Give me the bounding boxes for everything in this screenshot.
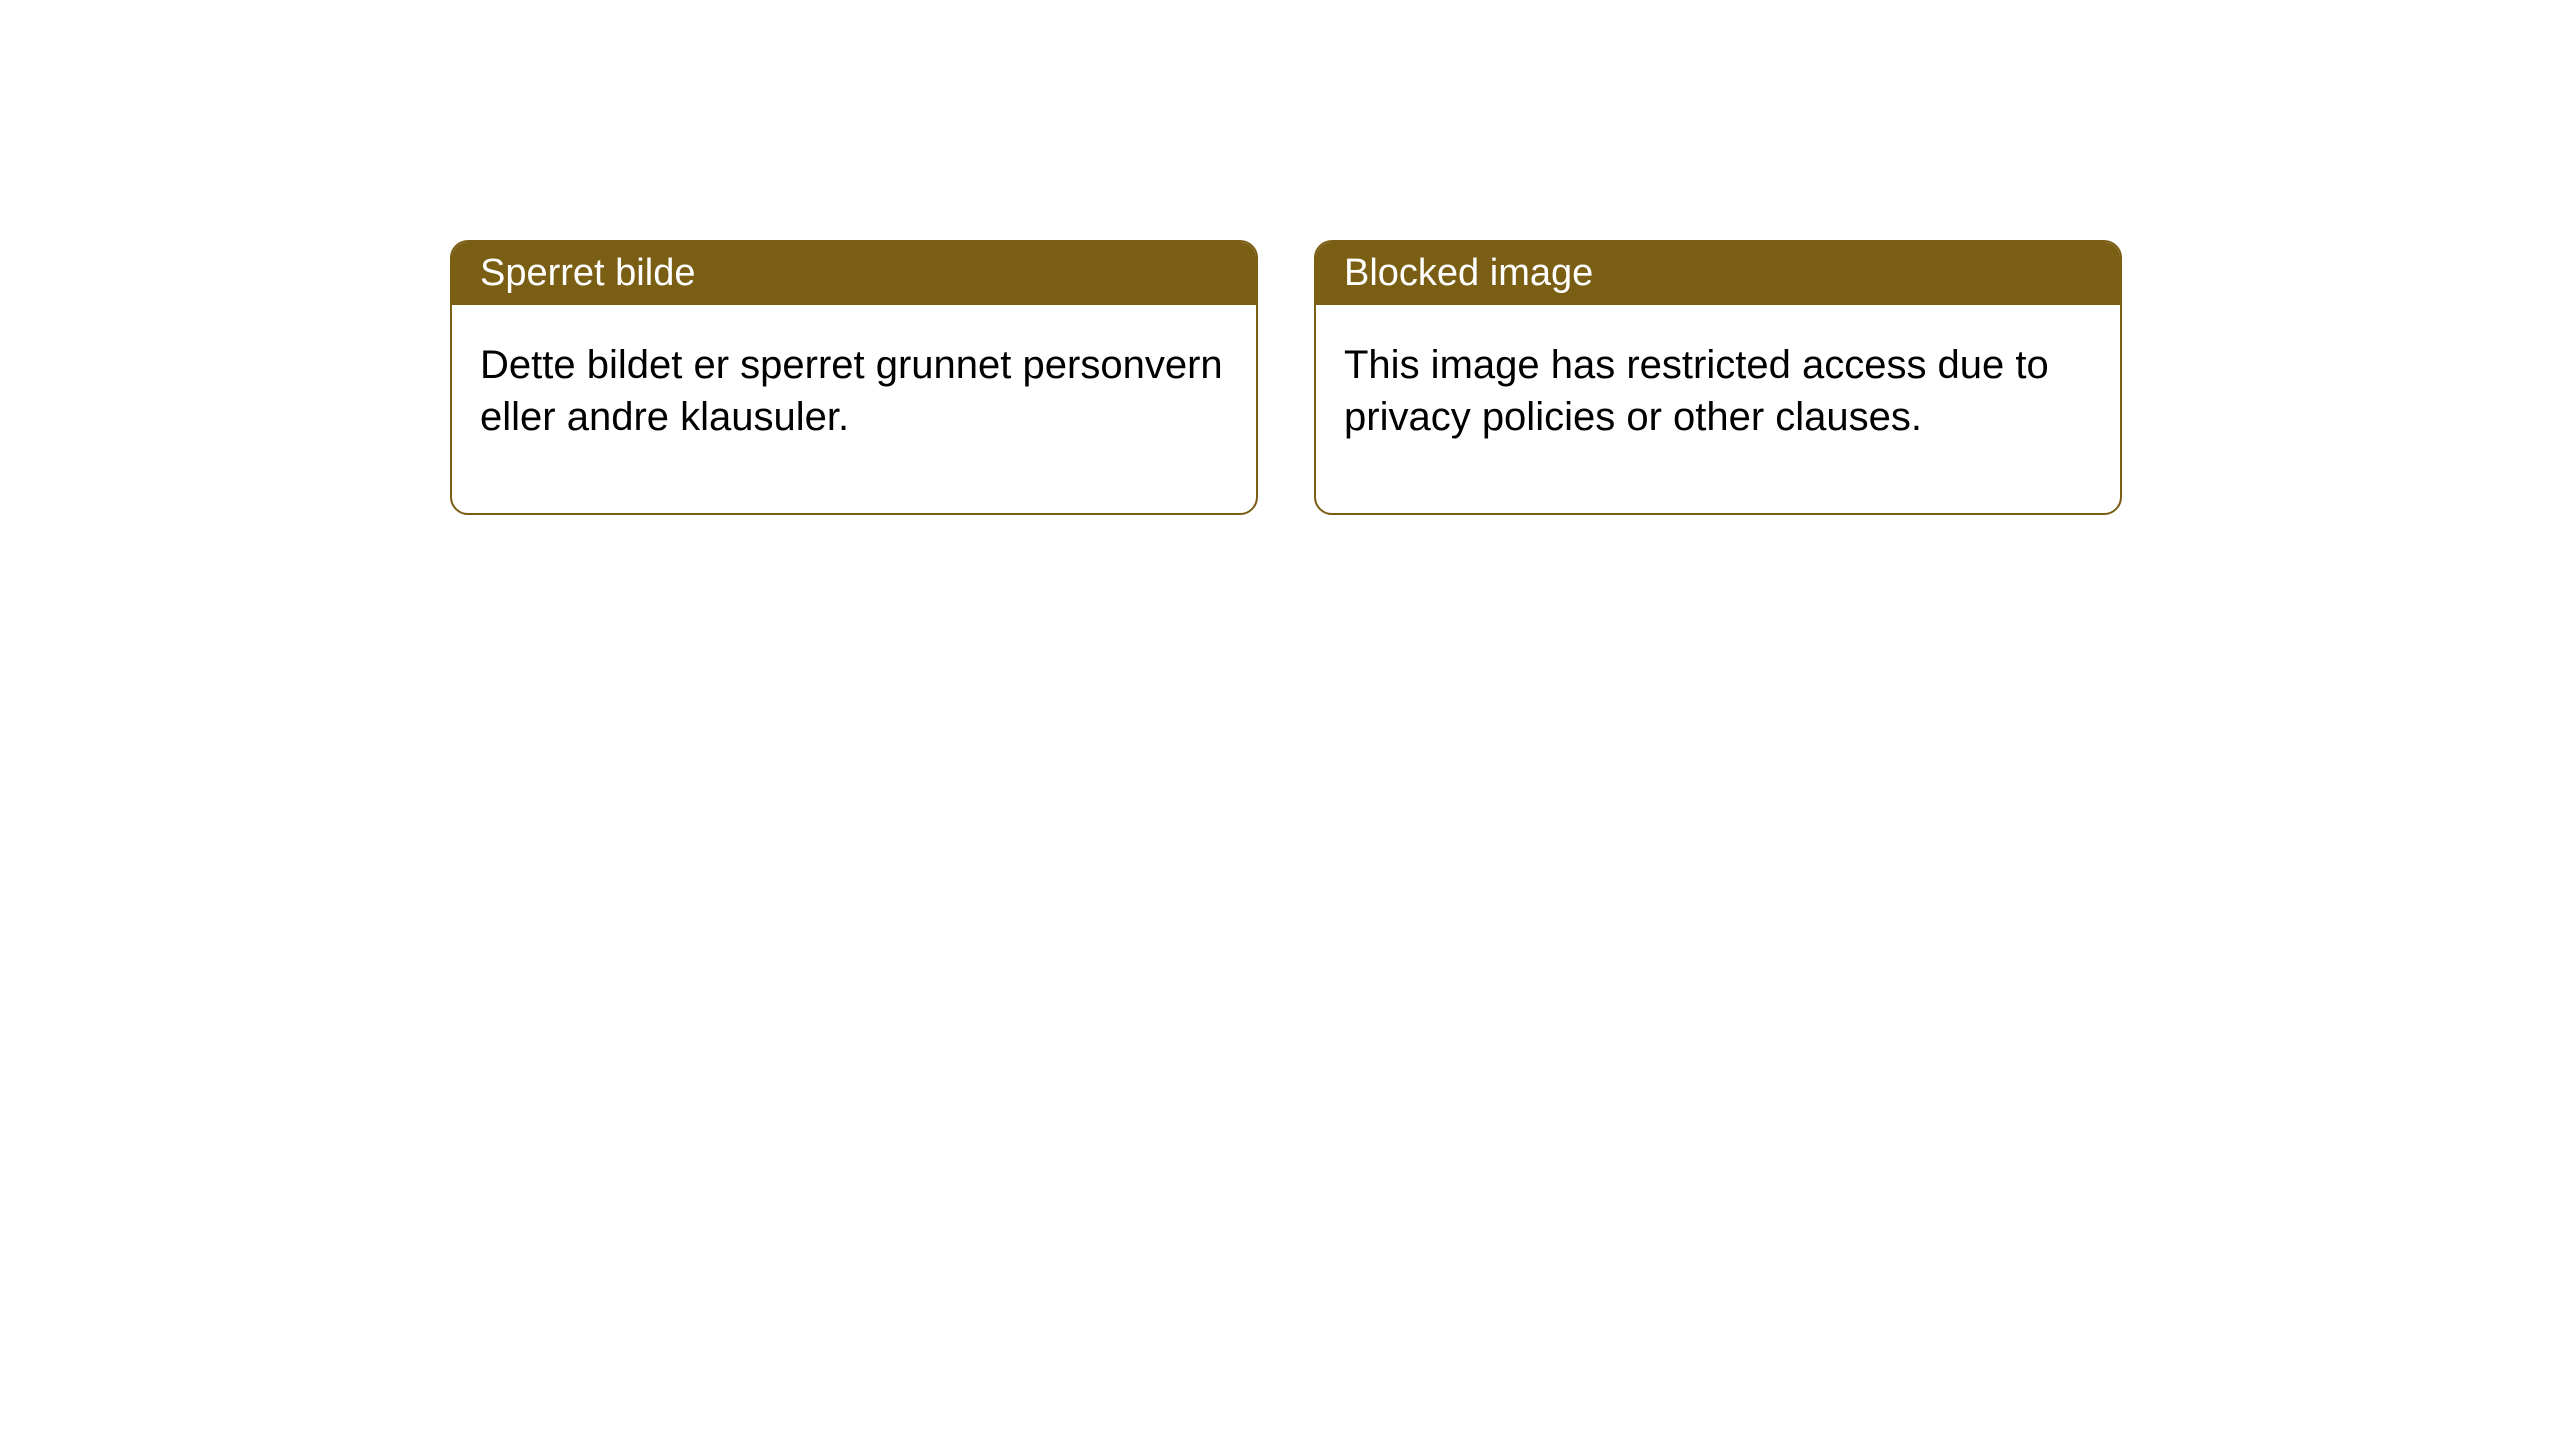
notice-card-norwegian: Sperret bilde Dette bildet er sperret gr…	[450, 240, 1258, 515]
card-body-text: Dette bildet er sperret grunnet personve…	[480, 343, 1223, 439]
card-title: Sperret bilde	[480, 252, 695, 294]
notice-card-english: Blocked image This image has restricted …	[1314, 240, 2122, 515]
card-body: Dette bildet er sperret grunnet personve…	[452, 305, 1256, 513]
notice-container: Sperret bilde Dette bildet er sperret gr…	[450, 240, 2122, 515]
card-header: Blocked image	[1316, 242, 2120, 305]
card-body-text: This image has restricted access due to …	[1344, 343, 2049, 439]
card-title: Blocked image	[1344, 252, 1593, 294]
card-body: This image has restricted access due to …	[1316, 305, 2120, 513]
card-header: Sperret bilde	[452, 242, 1256, 305]
